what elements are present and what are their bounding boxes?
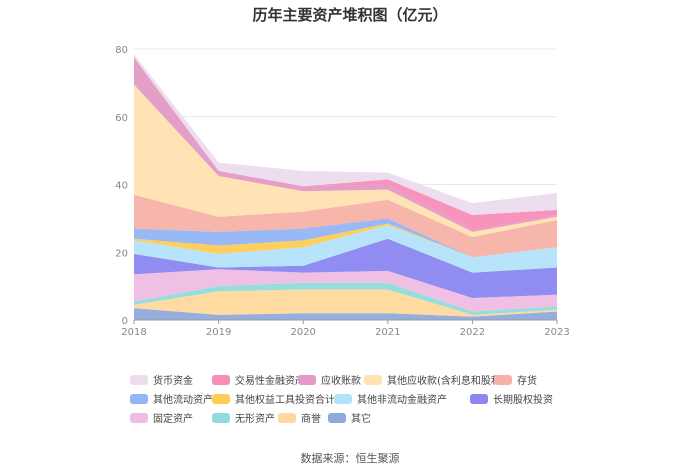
legend-item[interactable]: 存货 <box>494 372 554 387</box>
legend-item[interactable]: 无形资产 <box>212 410 278 425</box>
area-series <box>134 194 557 258</box>
legend-row: 固定资产 无形资产 商誉 其它 <box>130 408 600 427</box>
legend-item[interactable]: 其他非流动金融资产 <box>334 391 470 406</box>
legend-item[interactable]: 其他流动资产 <box>130 391 213 406</box>
legend-swatch <box>298 374 316 385</box>
legend-label: 存货 <box>517 376 537 387</box>
legend-swatch <box>212 374 230 385</box>
legend-item[interactable]: 货币资金 <box>130 372 212 387</box>
legend-swatch <box>212 393 230 404</box>
area-series <box>134 289 557 317</box>
legend-swatch <box>364 374 382 385</box>
area-series <box>134 269 557 312</box>
legend-label: 其他非流动金融资产 <box>357 395 447 406</box>
legend-swatch <box>494 374 512 385</box>
legend-item[interactable]: 长期股权投资 <box>470 391 570 406</box>
x-tick-label: 2023 <box>544 327 569 338</box>
y-tick-label: 60 <box>115 113 128 124</box>
legend-label: 商誉 <box>301 414 321 425</box>
legend-item[interactable]: 其它 <box>328 410 378 425</box>
area-series <box>134 57 557 231</box>
legend-swatch <box>212 412 230 423</box>
legend-item[interactable]: 应收账款 <box>298 372 364 387</box>
legend-swatch <box>130 393 148 404</box>
chart-title: 历年主要资产堆积图（亿元） <box>252 6 448 24</box>
legend-swatch <box>130 412 148 423</box>
area-series <box>134 282 557 315</box>
x-tick-label: 2020 <box>290 327 315 338</box>
legend-swatch <box>334 393 352 404</box>
area-series <box>134 225 557 273</box>
legend-label: 其它 <box>351 414 371 425</box>
x-tick-label: 2022 <box>460 327 485 338</box>
area-series <box>134 223 557 258</box>
y-tick-label: 40 <box>115 181 128 192</box>
legend-label: 固定资产 <box>153 414 193 425</box>
legend-item[interactable]: 固定资产 <box>130 410 212 425</box>
legend-row: 货币资金 交易性金融资产 应收账款 其他应收款(含利息和股利) 存货 <box>130 370 600 389</box>
area-series <box>134 238 557 298</box>
legend-label: 其他应收款(含利息和股利) <box>387 376 505 387</box>
legend-label: 交易性金融资产 <box>235 376 305 387</box>
area-series <box>134 308 557 320</box>
legend-swatch <box>130 374 148 385</box>
legend-label: 货币资金 <box>153 376 193 387</box>
x-tick-label: 2021 <box>375 327 400 338</box>
legend-swatch <box>470 393 488 404</box>
area-series <box>134 84 557 237</box>
legend-row: 其他流动资产 其他权益工具投资合计 其他非流动金融资产 长期股权投资 <box>130 389 600 408</box>
legend-label: 长期股权投资 <box>493 395 553 406</box>
legend-item[interactable]: 其他应收款(含利息和股利) <box>364 372 505 387</box>
data-source: 数据来源：恒生聚源 <box>300 452 400 465</box>
area-series <box>134 218 557 258</box>
y-tick-label: 80 <box>115 45 128 56</box>
legend-label: 其他流动资产 <box>153 395 213 406</box>
legend-item[interactable]: 商誉 <box>278 410 328 425</box>
legend-label: 无形资产 <box>235 414 275 425</box>
legend-swatch <box>328 412 346 423</box>
legend-item[interactable]: 交易性金融资产 <box>212 372 305 387</box>
legend-label: 应收账款 <box>321 376 361 387</box>
legend-swatch <box>278 412 296 423</box>
legend-item[interactable]: 其他权益工具投资合计 <box>212 391 335 406</box>
legend: 货币资金 交易性金融资产 应收账款 其他应收款(含利息和股利) 存货其他流动资产 其他权益… <box>130 370 600 427</box>
legend-label: 其他权益工具投资合计 <box>235 395 335 406</box>
x-tick-label: 2019 <box>206 327 231 338</box>
area-series <box>134 54 557 215</box>
y-tick-label: 0 <box>122 316 128 327</box>
x-tick-label: 2018 <box>121 327 146 338</box>
y-tick-label: 20 <box>115 248 128 259</box>
